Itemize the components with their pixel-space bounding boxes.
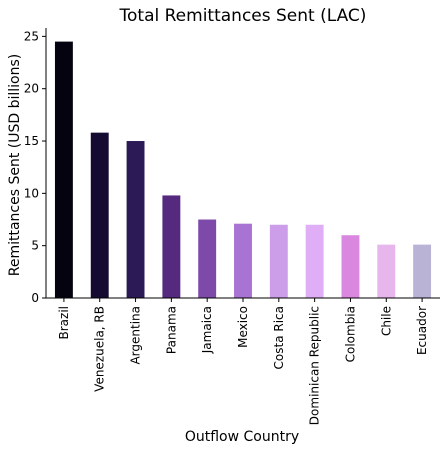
x-tick-label: Argentina bbox=[129, 306, 143, 365]
bar-6 bbox=[269, 224, 288, 298]
x-axis: Brazil Venezuela, RB Argentina Panama Jamaic… bbox=[46, 297, 440, 425]
y-tick-label: 20 bbox=[24, 82, 39, 96]
y-tick-label: 25 bbox=[24, 29, 39, 43]
x-tick-label: Costa Rica bbox=[272, 306, 286, 369]
bar-3 bbox=[162, 195, 181, 298]
bar-4 bbox=[198, 219, 217, 298]
bar-5 bbox=[234, 223, 252, 298]
bars-group bbox=[54, 41, 432, 299]
x-tick-label: Brazil bbox=[57, 306, 71, 340]
bar-9 bbox=[377, 244, 396, 298]
bar-7 bbox=[305, 224, 324, 298]
x-tick-label: Dominican Republic bbox=[308, 306, 322, 425]
x-tick-label: Chile bbox=[379, 306, 393, 336]
y-axis: 0 5 10 15 20 25 bbox=[24, 28, 47, 305]
x-tick-label: Panama bbox=[164, 306, 178, 354]
y-tick-label: 10 bbox=[24, 186, 39, 200]
bar-0 bbox=[54, 41, 73, 299]
y-axis-title: Remittances Sent (USD billions) bbox=[7, 54, 23, 277]
x-tick-label: Jamaica bbox=[200, 306, 214, 354]
x-tick-label: Colombia bbox=[343, 306, 357, 362]
bar-1 bbox=[90, 132, 109, 298]
y-tick-label: 15 bbox=[24, 134, 39, 148]
x-tick-label: Ecuador bbox=[415, 306, 429, 355]
bar-10 bbox=[413, 244, 432, 298]
x-tick-label: Venezuela, RB bbox=[93, 306, 107, 392]
bar-2 bbox=[126, 141, 145, 298]
bar-8 bbox=[341, 235, 360, 298]
chart-title: Total Remittances Sent (LAC) bbox=[119, 6, 367, 26]
x-axis-title: Outflow Country bbox=[185, 429, 299, 445]
x-tick-label: Mexico bbox=[236, 306, 250, 348]
y-tick-label: 0 bbox=[31, 291, 39, 305]
y-tick-label: 5 bbox=[31, 239, 39, 253]
